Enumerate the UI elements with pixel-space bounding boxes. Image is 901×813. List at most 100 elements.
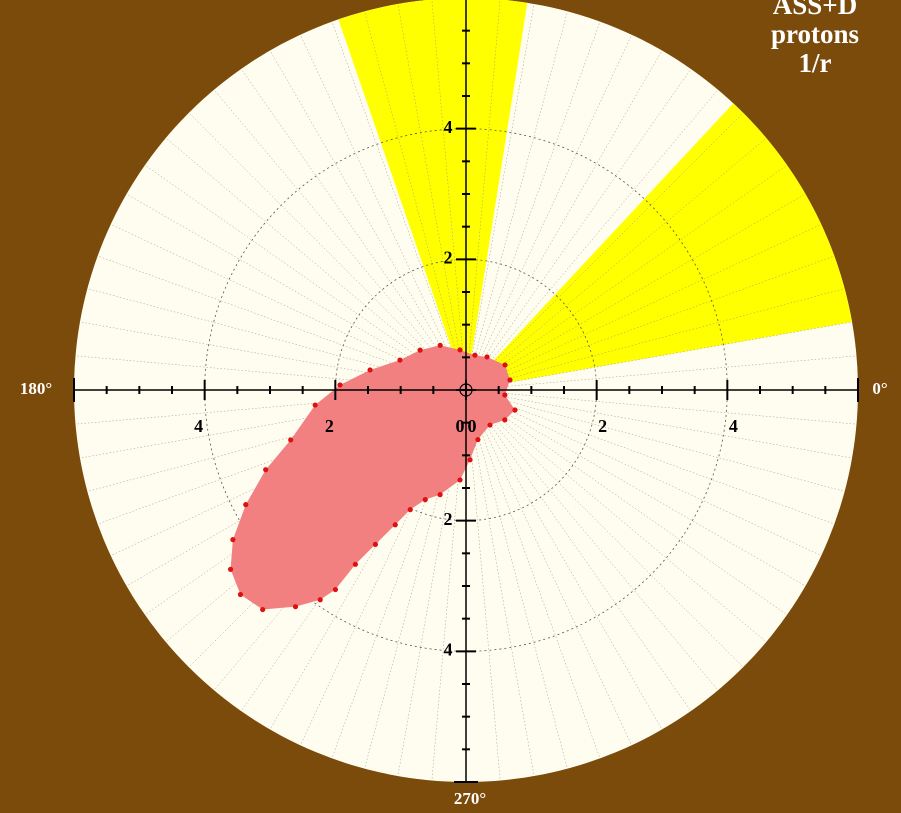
- data-point: [337, 382, 343, 388]
- spoke: [110, 224, 467, 391]
- spoke: [465, 389, 788, 616]
- highlight-sector: [338, 0, 528, 390]
- spoke: [465, 164, 788, 391]
- angle-label: 270°: [454, 789, 486, 808]
- spoke: [465, 50, 663, 391]
- data-point: [227, 566, 234, 572]
- spoke: [465, 137, 767, 391]
- spoke: [465, 389, 806, 587]
- spoke: [465, 21, 601, 391]
- spoke: [269, 389, 467, 730]
- r-tick-label: 2: [325, 416, 334, 436]
- data-point: [437, 492, 443, 498]
- spoke: [331, 389, 467, 759]
- spoke: [465, 389, 568, 769]
- data-point: [392, 522, 398, 528]
- r-tick-label: 0: [456, 416, 465, 436]
- data-point: [237, 591, 244, 598]
- r-tick-label: 4: [729, 416, 738, 436]
- spoke: [465, 3, 535, 391]
- data-point: [475, 436, 481, 443]
- spoke: [144, 164, 467, 391]
- data-point: [397, 357, 403, 363]
- angle-label: 180°: [20, 379, 52, 398]
- r-tick-label: 4: [194, 416, 203, 436]
- spoke: [465, 224, 822, 391]
- data-point: [467, 457, 473, 463]
- spoke: [397, 389, 467, 777]
- spoke: [97, 255, 467, 391]
- spoke: [79, 389, 467, 459]
- spoke: [465, 288, 845, 391]
- data-point: [512, 407, 518, 413]
- spoke: [465, 68, 692, 391]
- r-tick-label: 2: [444, 509, 453, 529]
- spoke: [465, 0, 501, 391]
- data-point: [372, 541, 379, 548]
- r-tick-label: 0: [468, 416, 477, 436]
- data-point: [332, 586, 339, 593]
- data-point: [484, 354, 490, 360]
- spoke: [431, 389, 467, 781]
- data-point: [502, 362, 508, 368]
- spoke: [364, 11, 467, 391]
- data-point: [317, 597, 323, 603]
- spoke: [465, 389, 835, 525]
- r-tick-label: 2: [444, 247, 453, 267]
- spoke: [465, 389, 692, 712]
- data-point: [457, 477, 463, 483]
- spoke: [364, 389, 467, 769]
- spoke: [465, 389, 601, 759]
- spoke: [87, 389, 467, 492]
- data-point: [243, 502, 249, 508]
- spoke: [75, 355, 467, 391]
- data-point: [292, 604, 299, 610]
- spoke: [431, 0, 467, 391]
- data-point: [457, 347, 463, 353]
- spoke: [126, 193, 467, 391]
- data-point: [263, 467, 269, 473]
- annotation: protons: [771, 19, 859, 49]
- data-point: [437, 342, 443, 348]
- spoke: [465, 389, 744, 668]
- spoke: [397, 3, 467, 391]
- data-point: [507, 377, 513, 383]
- angle-label: 0°: [872, 379, 887, 398]
- spoke: [465, 34, 632, 391]
- highlight-sector: [466, 103, 853, 390]
- spoke: [465, 389, 845, 492]
- spoke: [465, 389, 857, 425]
- data-point: [487, 422, 493, 428]
- spoke: [269, 50, 467, 391]
- spoke: [465, 389, 822, 556]
- data-point: [312, 402, 318, 408]
- spoke: [465, 389, 501, 781]
- spoke: [465, 89, 719, 391]
- r-tick-label: 4: [444, 639, 453, 659]
- annotation: ASS+D: [773, 0, 857, 20]
- spoke: [165, 137, 467, 391]
- data-point: [230, 537, 236, 543]
- data-point: [407, 507, 413, 513]
- r-tick-label: 2: [598, 416, 607, 436]
- spoke: [465, 389, 535, 777]
- spoke: [87, 288, 467, 391]
- spoke: [465, 193, 806, 391]
- data-point: [502, 417, 508, 423]
- spoke: [79, 321, 467, 391]
- data-point: [260, 606, 266, 613]
- spoke: [465, 389, 632, 746]
- spoke: [331, 21, 467, 391]
- data-point: [472, 352, 478, 358]
- r-tick-label: 4: [444, 117, 453, 137]
- center-marker: [459, 383, 473, 397]
- spoke: [465, 112, 744, 391]
- spoke: [240, 68, 467, 391]
- spoke: [213, 89, 467, 391]
- spoke: [465, 389, 663, 730]
- spoke: [465, 389, 853, 459]
- data-area: [230, 345, 515, 610]
- spoke: [300, 389, 467, 746]
